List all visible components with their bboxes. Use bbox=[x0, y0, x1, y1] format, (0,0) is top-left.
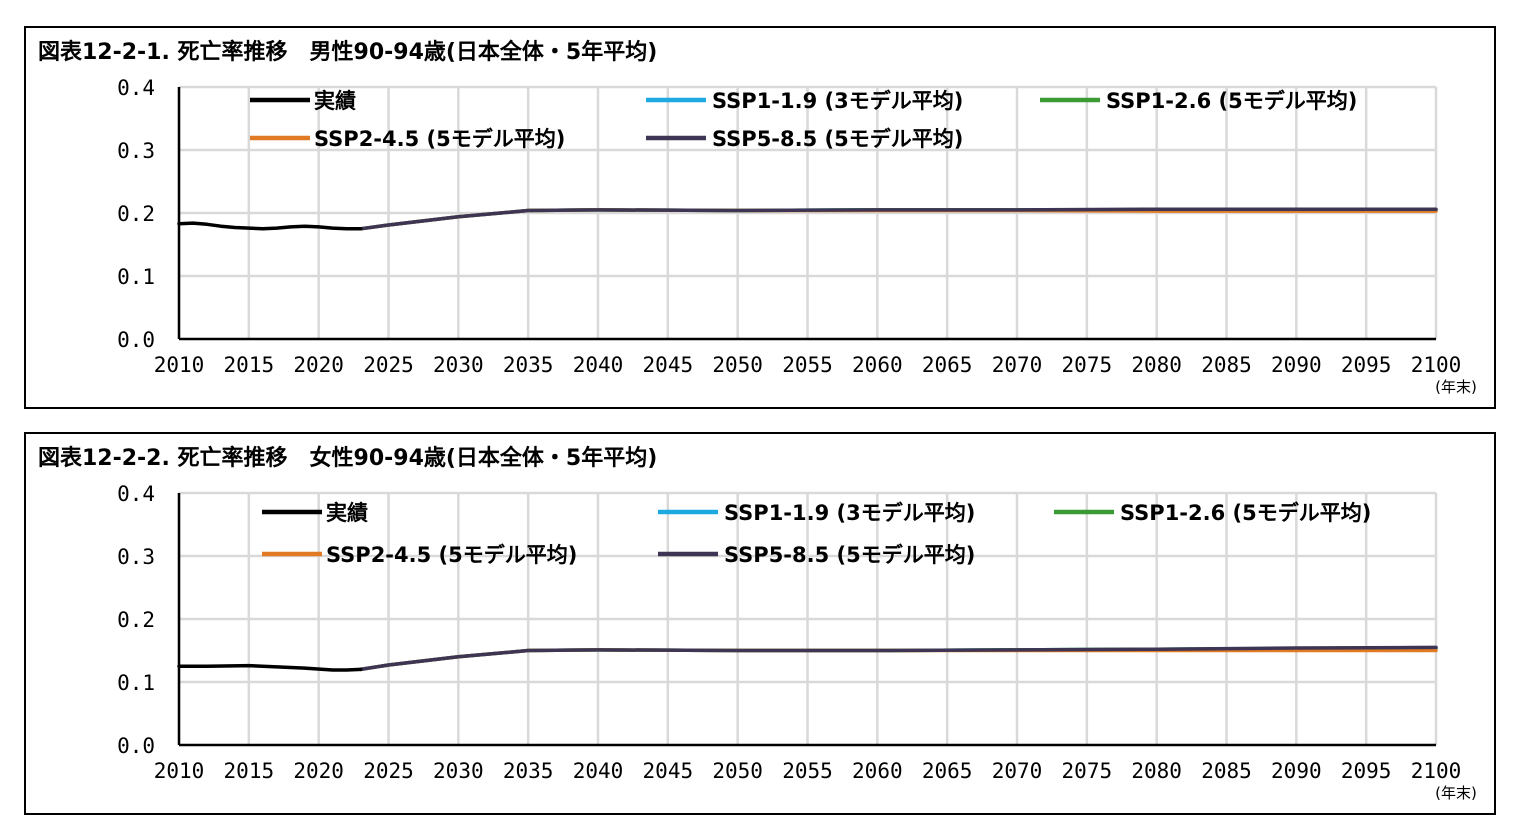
x-tick-label: 2020 bbox=[293, 353, 344, 377]
x-tick-label: 2090 bbox=[1271, 353, 1322, 377]
legend-label: SSP1-2.6 (5モデル平均) bbox=[1106, 89, 1357, 113]
y-tick-label: 0.4 bbox=[117, 76, 155, 100]
x-axis-unit-label: (年末) bbox=[1435, 378, 1477, 396]
y-tick-label: 0.0 bbox=[117, 734, 155, 758]
x-tick-label: 2045 bbox=[643, 353, 694, 377]
x-tick-label: 2030 bbox=[433, 759, 484, 783]
x-tick-label: 2080 bbox=[1131, 353, 1182, 377]
y-tick-label: 0.1 bbox=[117, 671, 155, 695]
x-tick-label: 2025 bbox=[363, 759, 414, 783]
y-tick-label: 0.4 bbox=[117, 482, 155, 506]
chart-title: 図表12-2-1. 死亡率推移 男性90-94歳(日本全体・5年平均) bbox=[38, 40, 658, 65]
x-tick-label: 2060 bbox=[852, 759, 903, 783]
chart-panel-male: 図表12-2-1. 死亡率推移 男性90-94歳(日本全体・5年平均) 0.0 0… bbox=[24, 26, 1496, 409]
legend-label: SSP5-8.5 (5モデル平均) bbox=[712, 127, 963, 151]
legend-label: SSP1-1.9 (3モデル平均) bbox=[724, 501, 975, 525]
y-tick-label: 0.3 bbox=[117, 139, 155, 163]
x-tick-label: 2010 bbox=[154, 353, 205, 377]
x-tick-label: 2085 bbox=[1201, 353, 1252, 377]
y-tick-label: 0.1 bbox=[117, 265, 155, 289]
chart-title: 図表12-2-2. 死亡率推移 女性90-94歳(日本全体・5年平均) bbox=[38, 446, 658, 471]
x-tick-label: 2030 bbox=[433, 353, 484, 377]
x-tick-label: 2090 bbox=[1271, 759, 1322, 783]
x-tick-label: 2055 bbox=[782, 353, 833, 377]
x-tick-label: 2045 bbox=[643, 759, 694, 783]
series-line bbox=[358, 645, 1438, 672]
legend-label: SSP1-1.9 (3モデル平均) bbox=[712, 89, 963, 113]
x-tick-label: 2070 bbox=[992, 353, 1043, 377]
x-axis-unit-label: (年末) bbox=[1435, 784, 1477, 802]
legend: 実績 SSP1-1.9 (3モデル平均) SSP1-2.6 (5モデル平均) SSP2… bbox=[262, 501, 1371, 567]
x-tick-label: 2055 bbox=[782, 759, 833, 783]
x-tick-label: 2080 bbox=[1131, 759, 1182, 783]
x-tick-label: 2100 bbox=[1411, 759, 1462, 783]
x-tick-label: 2010 bbox=[154, 759, 205, 783]
chart-panel-female: 図表12-2-2. 死亡率推移 女性90-94歳(日本全体・5年平均) 0.0 0… bbox=[24, 432, 1496, 815]
x-tick-label: 2050 bbox=[712, 353, 763, 377]
x-tick-label: 2060 bbox=[852, 353, 903, 377]
x-tick-label: 2020 bbox=[293, 759, 344, 783]
series-line bbox=[358, 648, 1438, 672]
legend-label: 実績 bbox=[314, 89, 356, 113]
gridlines bbox=[177, 85, 1438, 339]
y-tick-label: 0.0 bbox=[117, 328, 155, 352]
legend-label: 実績 bbox=[326, 501, 368, 525]
x-tick-label: 2070 bbox=[992, 759, 1043, 783]
legend-label: SSP1-2.6 (5モデル平均) bbox=[1120, 501, 1371, 525]
x-tick-label: 2015 bbox=[224, 353, 275, 377]
x-tick-label: 2095 bbox=[1341, 353, 1392, 377]
x-tick-label: 2095 bbox=[1341, 759, 1392, 783]
y-tick-label: 0.2 bbox=[117, 202, 155, 226]
x-tick-label: 2035 bbox=[503, 759, 554, 783]
x-tick-label: 2065 bbox=[922, 353, 973, 377]
x-tick-label: 2065 bbox=[922, 759, 973, 783]
x-tick-label: 2035 bbox=[503, 353, 554, 377]
x-tick-label: 2050 bbox=[712, 759, 763, 783]
series-line bbox=[177, 663, 363, 672]
series-line bbox=[177, 221, 363, 231]
x-tick-label: 2040 bbox=[573, 353, 624, 377]
gridlines bbox=[177, 491, 1438, 745]
y-tick-label: 0.3 bbox=[117, 545, 155, 569]
y-tick-label: 0.2 bbox=[117, 608, 155, 632]
line-chart-male: 0.0 0.1 0.2 0.3 0.4 2010 2015 2020 2025 2030 2035 2… bbox=[117, 76, 1477, 396]
legend: 実績 SSP1-1.9 (3モデル平均) SSP1-2.6 (5モデル平均) SSP2… bbox=[250, 89, 1357, 151]
x-tick-label: 2085 bbox=[1201, 759, 1252, 783]
x-tick-label: 2075 bbox=[1062, 759, 1113, 783]
legend-label: SSP5-8.5 (5モデル平均) bbox=[724, 543, 975, 567]
legend-label: SSP2-4.5 (5モデル平均) bbox=[326, 543, 577, 567]
line-chart-female: 0.0 0.1 0.2 0.3 0.4 2010 2015 2020 2025 2030 2035 2… bbox=[117, 482, 1477, 802]
series-line bbox=[358, 207, 1438, 231]
x-tick-label: 2075 bbox=[1062, 353, 1113, 377]
x-tick-label: 2100 bbox=[1411, 353, 1462, 377]
legend-label: SSP2-4.5 (5モデル平均) bbox=[314, 127, 565, 151]
x-tick-label: 2025 bbox=[363, 353, 414, 377]
x-tick-label: 2015 bbox=[224, 759, 275, 783]
x-tick-label: 2040 bbox=[573, 759, 624, 783]
